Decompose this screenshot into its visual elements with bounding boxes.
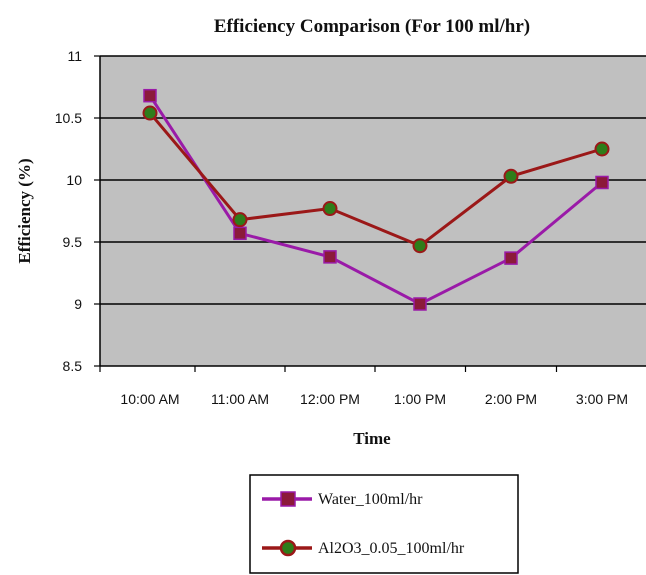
x-tick-label: 12:00 PM [300,391,360,407]
data-point [233,226,247,241]
series-line [148,94,603,306]
data-point [504,251,518,265]
plot-area [100,56,646,366]
x-tick-label: 10:00 AM [120,391,179,407]
data-point [594,141,610,157]
data-point [232,212,248,228]
x-tick-label: 11:00 AM [211,391,269,407]
legend-entries: Water_100ml/hr Al2O3_0.05_100ml/hr [262,491,465,557]
legend-label: Al2O3_0.05_100ml/hr [318,540,465,557]
x-tick-labels: 10:00 AM 11:00 AM 12:00 PM 1:00 PM 2:00 PM 3:… [120,391,628,407]
data-point [595,175,609,190]
x-axis-label: Time [353,429,391,448]
legend: Water_100ml/hr Al2O3_0.05_100ml/hr [249,474,519,574]
y-tick-label: 10 [66,172,82,188]
x-tick-label: 2:00 PM [485,391,537,407]
y-axis-label: Efficiency (%) [15,158,34,263]
y-tick-label: 10.5 [55,110,82,126]
y-tick-label: 8.5 [63,358,83,374]
data-point [322,201,338,217]
data-point [142,105,158,121]
legend-label: Water_100ml/hr [318,491,423,508]
data-point [503,168,519,184]
y-tick-labels: 8.5 9 9.5 10 10.5 11 [55,48,82,374]
data-point [143,88,157,103]
data-point [323,250,337,264]
legend-marker [279,539,297,557]
x-tick-label: 1:00 PM [394,391,446,407]
y-tick-label: 9 [74,296,82,312]
data-point [412,238,428,254]
series-lines [142,88,610,311]
series-line [148,112,603,248]
data-point [413,297,427,311]
y-tick-label: 11 [67,48,82,64]
legend-marker [280,491,296,507]
legend-box [249,474,519,574]
grid-lines [94,55,646,372]
y-tick-label: 9.5 [63,234,83,250]
x-tick-label: 3:00 PM [576,391,628,407]
chart-title: Efficiency Comparison (For 100 ml/hr) [214,16,530,37]
